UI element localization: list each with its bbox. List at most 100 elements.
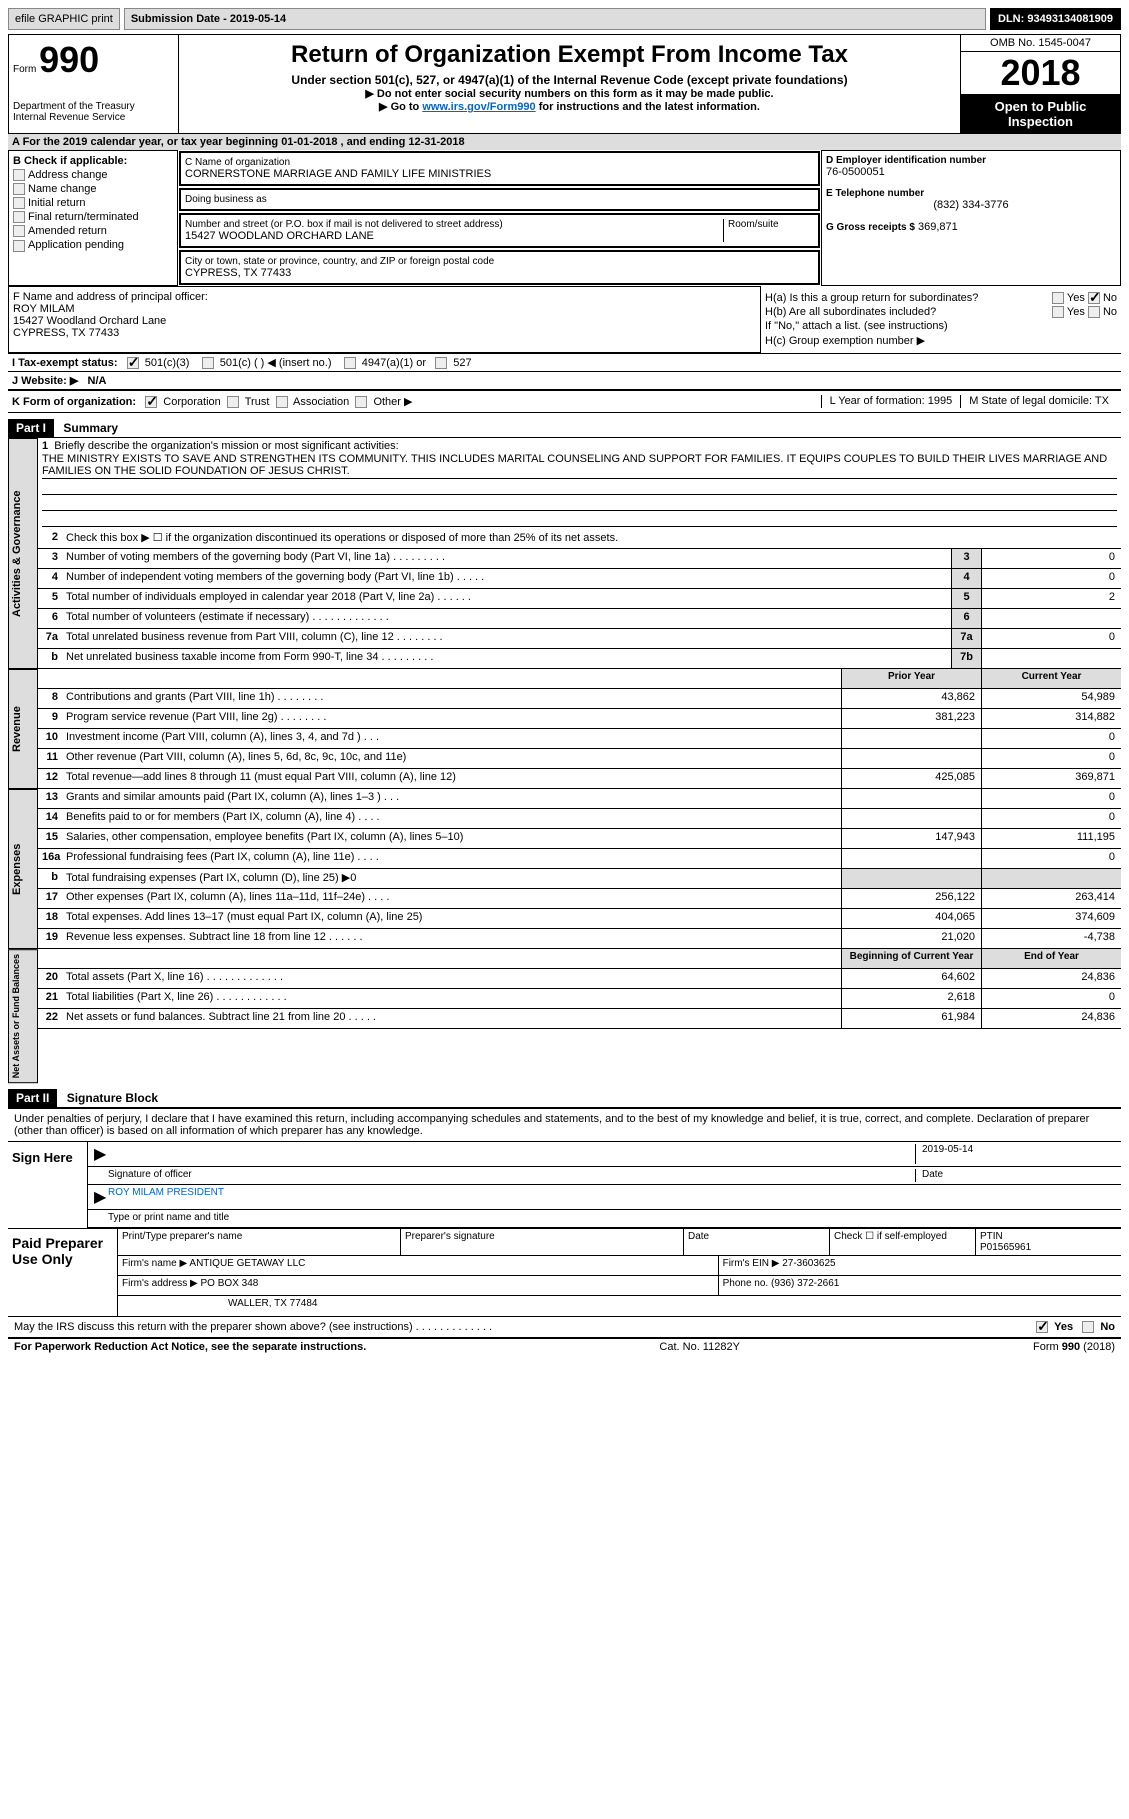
ha-yes[interactable] <box>1052 292 1064 304</box>
phone-value: (936) 372-2661 <box>771 1278 839 1289</box>
phone-label: Phone no. <box>723 1278 769 1289</box>
city-label: City or town, state or province, country… <box>185 256 814 267</box>
chk-corporation[interactable] <box>145 396 157 408</box>
telephone-value: (832) 334-3776 <box>826 199 1116 211</box>
hb-yes[interactable] <box>1052 306 1064 318</box>
section-b: B Check if applicable: Address change Na… <box>8 150 178 286</box>
chk-4947[interactable] <box>344 357 356 369</box>
officer-addr1: 15427 Woodland Orchard Lane <box>13 315 756 327</box>
ein-value: 76-0500051 <box>826 166 1116 178</box>
irs-label: Internal Revenue Service <box>13 112 174 123</box>
ptin-value: P01565961 <box>980 1242 1117 1253</box>
mission-blank3 <box>42 511 1117 527</box>
firm-name: ANTIQUE GETAWAY LLC <box>189 1258 305 1269</box>
street-label: Number and street (or P.O. box if mail i… <box>185 219 723 230</box>
top-bar: efile GRAPHIC print Submission Date - 20… <box>8 8 1121 30</box>
table-row: 2Check this box ▶ ☐ if the organization … <box>38 529 1121 549</box>
firm-ein: 27-3603625 <box>782 1258 835 1269</box>
table-row: 10Investment income (Part VIII, column (… <box>38 729 1121 749</box>
chk-name-change[interactable]: Name change <box>13 183 173 195</box>
part2-title: Signature Block <box>61 1091 158 1105</box>
line1-num: 1 <box>42 440 48 452</box>
table-row: bNet unrelated business taxable income f… <box>38 649 1121 669</box>
prep-date-label: Date <box>684 1229 830 1255</box>
prep-self-employed: Check ☐ if self-employed <box>830 1229 976 1255</box>
arrow-icon: ▶ <box>94 1144 108 1164</box>
chk-501c3[interactable] <box>127 357 139 369</box>
prep-print-label: Print/Type preparer's name <box>118 1229 401 1255</box>
officer-addr2: CYPRESS, TX 77433 <box>13 327 756 339</box>
dln-label: DLN: <box>998 13 1024 25</box>
street-value: 15427 WOODLAND ORCHARD LANE <box>185 230 723 242</box>
firm-ein-label: Firm's EIN ▶ <box>723 1258 780 1269</box>
org-name: CORNERSTONE MARRIAGE AND FAMILY LIFE MIN… <box>185 168 814 180</box>
vlabel-revenue: Revenue <box>8 669 38 789</box>
part2-header: Part II Signature Block <box>8 1089 1121 1108</box>
chk-trust[interactable] <box>227 396 239 408</box>
footer-left: For Paperwork Reduction Act Notice, see … <box>14 1341 366 1353</box>
header-center: Return of Organization Exempt From Incom… <box>179 35 960 133</box>
discuss-no[interactable] <box>1082 1321 1094 1333</box>
sig-officer-label: Signature of officer <box>108 1169 915 1182</box>
vlabel-expenses: Expenses <box>8 789 38 949</box>
table-row: 17Other expenses (Part IX, column (A), l… <box>38 889 1121 909</box>
footer-mid: Cat. No. 11282Y <box>659 1341 740 1353</box>
chk-application-pending[interactable]: Application pending <box>13 239 173 251</box>
net-assets-section: Net Assets or Fund Balances Beginning of… <box>8 949 1121 1083</box>
submission-date-value: 2019-05-14 <box>230 13 286 25</box>
efile-print-button[interactable]: efile GRAPHIC print <box>8 8 120 30</box>
part1-header: Part I Summary <box>8 419 1121 438</box>
table-row: 20Total assets (Part X, line 16) . . . .… <box>38 969 1121 989</box>
chk-527[interactable] <box>435 357 447 369</box>
header-left: Form 990 Department of the Treasury Inte… <box>9 35 179 133</box>
table-row: 15Salaries, other compensation, employee… <box>38 829 1121 849</box>
section-d-e-g: D Employer identification number 76-0500… <box>821 150 1121 286</box>
ein-label: D Employer identification number <box>826 155 1116 166</box>
form-number: 990 <box>39 39 99 80</box>
org-name-box: C Name of organization CORNERSTONE MARRI… <box>179 151 820 186</box>
prior-year-header: Prior Year <box>841 669 981 688</box>
submission-date: Submission Date - 2019-05-14 <box>124 8 986 30</box>
header-right: OMB No. 1545-0047 2018 Open to Public In… <box>960 35 1120 133</box>
dba-label: Doing business as <box>185 194 814 205</box>
ptin-label: PTIN <box>980 1231 1117 1242</box>
year-formation: L Year of formation: 1995 <box>821 395 961 408</box>
h-b-note: If "No," attach a list. (see instruction… <box>765 320 1117 332</box>
table-row: 13Grants and similar amounts paid (Part … <box>38 789 1121 809</box>
dln-value: 93493134081909 <box>1027 13 1113 25</box>
chk-initial-return[interactable]: Initial return <box>13 197 173 209</box>
chk-final-return[interactable]: Final return/terminated <box>13 211 173 223</box>
footer-right: Form 990 (2018) <box>1033 1341 1115 1353</box>
ha-no[interactable] <box>1088 292 1100 304</box>
gross-receipts-value: 369,871 <box>918 221 958 233</box>
chk-amended-return[interactable]: Amended return <box>13 225 173 237</box>
row-i-tax-exempt: I Tax-exempt status: 501(c)(3) 501(c) ( … <box>8 353 1121 372</box>
table-row: 6Total number of volunteers (estimate if… <box>38 609 1121 629</box>
form-header: Form 990 Department of the Treasury Inte… <box>8 34 1121 134</box>
chk-other[interactable] <box>355 396 367 408</box>
principal-officer-label: F Name and address of principal officer: <box>13 291 756 303</box>
org-name-label: C Name of organization <box>185 157 814 168</box>
section-f: F Name and address of principal officer:… <box>8 286 761 353</box>
row-a-tax-year: A For the 2019 calendar year, or tax yea… <box>8 134 1121 150</box>
mission-blank2 <box>42 495 1117 511</box>
table-row: 9Program service revenue (Part VIII, lin… <box>38 709 1121 729</box>
mission-text: THE MINISTRY EXISTS TO SAVE AND STRENGTH… <box>42 452 1117 479</box>
block-bcd: B Check if applicable: Address change Na… <box>8 150 1121 286</box>
paid-preparer-row: Paid Preparer Use Only Print/Type prepar… <box>8 1229 1121 1317</box>
revenue-header-row: Prior Year Current Year <box>38 669 1121 689</box>
page-footer: For Paperwork Reduction Act Notice, see … <box>8 1339 1121 1355</box>
form-subtitle: Under section 501(c), 527, or 4947(a)(1)… <box>185 73 954 87</box>
expenses-section: Expenses 13Grants and similar amounts pa… <box>8 789 1121 949</box>
chk-association[interactable] <box>276 396 288 408</box>
tax-year: 2018 <box>961 52 1120 95</box>
hb-no[interactable] <box>1088 306 1100 318</box>
activities-governance-section: Activities & Governance 1 Briefly descri… <box>8 438 1121 669</box>
form990-link[interactable]: www.irs.gov/Form990 <box>422 101 535 113</box>
signature-intro: Under penalties of perjury, I declare th… <box>8 1108 1121 1142</box>
revenue-section: Revenue Prior Year Current Year 8Contrib… <box>8 669 1121 789</box>
discuss-yes[interactable] <box>1036 1321 1048 1333</box>
chk-501c[interactable] <box>202 357 214 369</box>
arrow-icon: ▶ <box>94 1187 108 1207</box>
chk-address-change[interactable]: Address change <box>13 169 173 181</box>
